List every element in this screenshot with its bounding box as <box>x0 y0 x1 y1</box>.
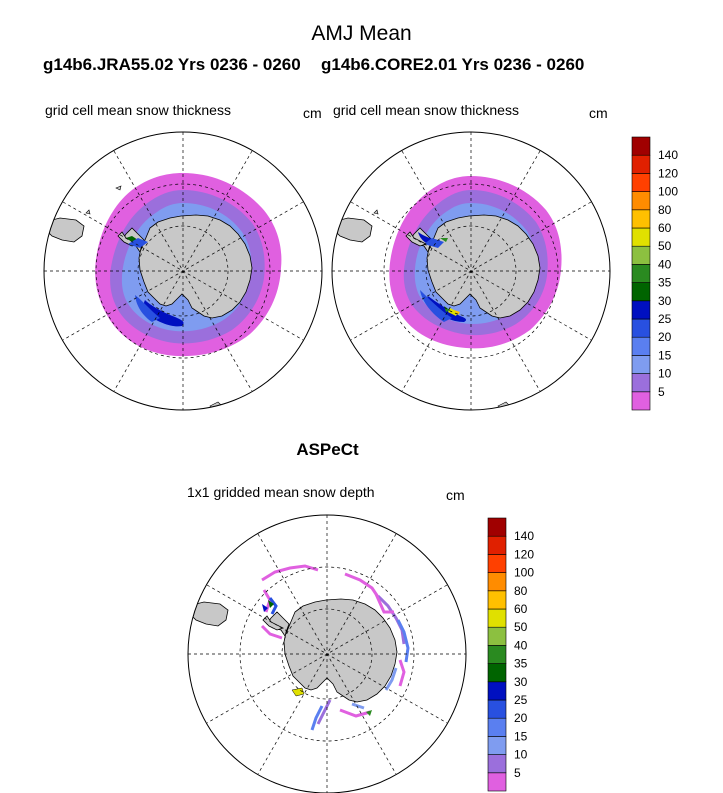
colorbar-swatch <box>487 681 507 701</box>
colorbar-tick-label: 80 <box>658 203 672 217</box>
panel-2-unit: cm <box>589 105 608 121</box>
colorbar-tick-label: 120 <box>514 547 534 561</box>
colorbar-tick-label: 60 <box>514 602 528 616</box>
colorbar-top: 5 10 15 20 25 30 35 40 50 60 80 100 120 140 <box>631 136 678 411</box>
colorbar-swatch <box>631 227 651 247</box>
colorbar-tick-label: 10 <box>514 748 528 762</box>
colorbar-tick-label: 120 <box>658 166 678 180</box>
colorbar-tick-label: 20 <box>658 330 672 344</box>
colorbar-tick-label: 100 <box>514 566 534 580</box>
colorbar-swatch <box>631 355 651 374</box>
panel-1-variable: grid cell mean snow thickness <box>45 102 231 118</box>
colorbar-swatch <box>487 717 507 737</box>
colorbar-tick-label: 20 <box>514 711 528 725</box>
colorbar-swatch <box>487 535 507 555</box>
map-panel-aspect <box>187 514 467 793</box>
colorbar-swatch <box>487 772 507 792</box>
colorbar-tick-label: 140 <box>514 529 534 543</box>
colorbar-tick-label: 5 <box>658 385 665 399</box>
colorbar-tick-label: 25 <box>514 693 528 707</box>
colorbar-swatch <box>631 154 651 174</box>
panel-3-unit: cm <box>446 487 465 503</box>
colorbar-swatch <box>631 173 651 192</box>
colorbar-swatch <box>631 264 651 283</box>
colorbar-swatch <box>487 517 507 537</box>
colorbar-tick-label: 40 <box>658 257 672 271</box>
colorbar-swatch <box>631 336 651 356</box>
colorbar-swatch <box>631 136 651 156</box>
colorbar-swatch <box>487 645 507 664</box>
colorbar-swatch <box>487 699 507 719</box>
colorbar-tick-label: 60 <box>658 221 672 235</box>
colorbar-tick-label: 80 <box>514 584 528 598</box>
antarctic-peninsula <box>262 615 285 631</box>
colorbar-tick-label: 5 <box>514 766 521 780</box>
colorbar-tick-label: 50 <box>658 239 672 253</box>
colorbar-tick-label: 30 <box>514 675 528 689</box>
map-panel-core2 <box>331 131 611 411</box>
observation-tracks <box>260 564 410 731</box>
colorbar-swatch <box>487 626 507 646</box>
colorbar-swatch <box>631 300 651 320</box>
colorbar-swatch <box>631 245 651 265</box>
colorbar-swatch <box>631 282 651 302</box>
colorbar-swatch <box>487 590 507 610</box>
colorbar-tick-label: 30 <box>658 294 672 308</box>
colorbar-swatch <box>487 663 507 683</box>
colorbar-swatch <box>487 754 507 774</box>
run-label-left: g14b6.JRA55.02 Yrs 0236 - 0260 <box>43 55 301 74</box>
colorbar-tick-label: 25 <box>658 312 672 326</box>
colorbar-tick-label: 100 <box>658 185 678 199</box>
colorbar-tick-label: 35 <box>658 276 672 290</box>
colorbar-swatch <box>487 608 507 628</box>
colorbar-tick-label: 50 <box>514 620 528 634</box>
antarctica-land <box>266 598 398 703</box>
colorbar-swatch <box>487 554 507 573</box>
colorbar-swatch <box>631 391 651 411</box>
colorbar-tick-label: 35 <box>514 657 528 671</box>
colorbar-bottom: 5 10 15 20 25 30 35 40 50 60 80 100 120 140 <box>487 517 534 792</box>
colorbar-tick-label: 40 <box>514 638 528 652</box>
colorbar-tick-label: 140 <box>658 148 678 162</box>
obs-title: ASPeCt <box>296 440 359 459</box>
colorbar-swatch <box>487 736 507 755</box>
colorbar-swatch <box>631 318 651 338</box>
colorbar-swatch <box>631 209 651 229</box>
map-panel-jra55 <box>43 131 323 411</box>
colorbar-swatch <box>487 572 507 592</box>
figure-title: AMJ Mean <box>311 22 412 45</box>
panel-1-unit: cm <box>303 105 322 121</box>
colorbar-tick-label: 10 <box>658 367 672 381</box>
colorbar-tick-label: 15 <box>658 348 672 362</box>
weddell-thick-snow <box>143 300 184 327</box>
colorbar-tick-label: 15 <box>514 729 528 743</box>
panel-3-variable: 1x1 gridded mean snow depth <box>187 484 375 500</box>
run-label-right: g14b6.CORE2.01 Yrs 0236 - 0260 <box>321 55 585 74</box>
panel-2-variable: grid cell mean snow thickness <box>333 102 519 118</box>
colorbar-swatch <box>631 373 651 393</box>
colorbar-swatch <box>631 191 651 211</box>
